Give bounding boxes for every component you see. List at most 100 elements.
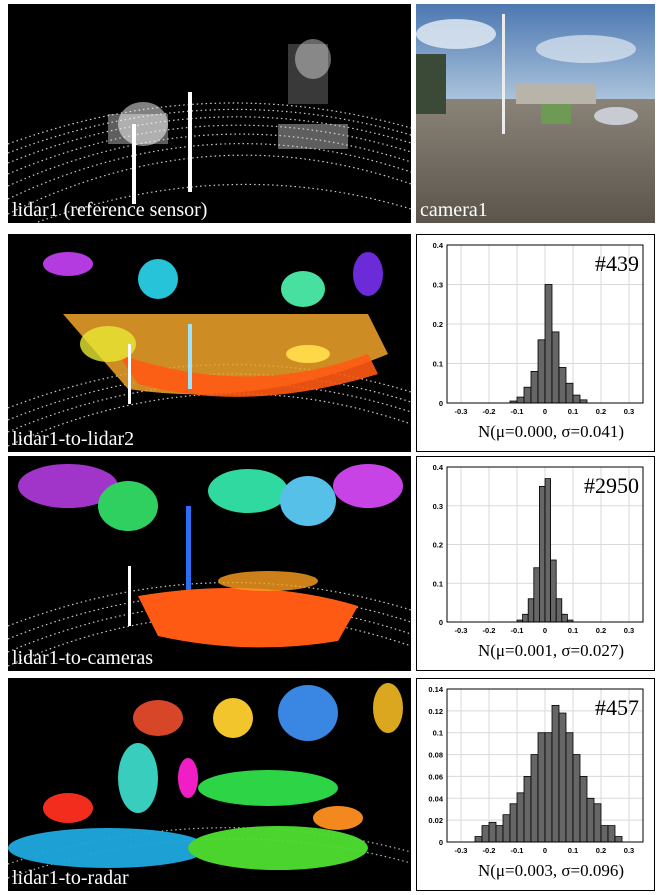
- histogram-bar: [523, 776, 532, 843]
- histogram-bar: [527, 598, 535, 623]
- histogram-bar: [495, 825, 504, 843]
- axes-frame: [446, 244, 644, 404]
- x-tick-label: -0.1: [511, 407, 524, 416]
- histogram-bar: [607, 825, 616, 843]
- panel-caption-lidar1-to-cameras: lidar1-to-cameras: [12, 647, 154, 669]
- histogram-bar: [522, 613, 529, 623]
- histogram-bar: [565, 732, 574, 843]
- y-tick-label: 0.2: [433, 541, 443, 550]
- y-tick-label: 0.4: [433, 241, 444, 250]
- x-tick-label: 0.2: [596, 407, 606, 416]
- histogram-svg: -0.3 -0.2 -0.1 0 0.1 0.2 0.3 0 0.1 0.2 0.3 0.4 #2950…: [433, 463, 644, 660]
- panel-caption-lidar1-to-radar: lidar1-to-radar: [12, 867, 129, 889]
- axes-frame: [446, 688, 644, 843]
- lidar-to-radar-panel: lidar1-to-radar: [8, 678, 411, 891]
- x-tick-label: 0.1: [568, 407, 578, 416]
- count-annotation: #2950: [584, 473, 639, 498]
- x-tick-label: -0.1: [511, 846, 524, 855]
- lidar-pointcloud-image: [8, 39, 411, 223]
- histogram-bar: [586, 797, 595, 843]
- histogram-bar: [579, 776, 588, 843]
- histogram-bar: [544, 478, 551, 623]
- y-tick-label: 0.06: [428, 772, 443, 781]
- histogram-svg: -0.3 -0.2 -0.1 0 0.1 0.2 0.3 0 0.02 0.04 0.06 0.08 0…: [428, 685, 644, 880]
- x-tick-label: -0.3: [455, 626, 468, 635]
- histogram-bar: [561, 613, 568, 623]
- y-tick-label: 0: [439, 399, 443, 408]
- panel-caption-lidar1-to-lidar2: lidar1-to-lidar2: [12, 428, 135, 450]
- x-tick-label: 0: [543, 846, 547, 855]
- histogram-bar: [600, 825, 609, 843]
- x-tick-label: 0.2: [596, 626, 606, 635]
- histogram-bar: [537, 339, 546, 404]
- histogram-bar: [488, 821, 497, 843]
- x-tick-label: 0.3: [624, 626, 634, 635]
- y-tick-label: 0: [439, 618, 443, 627]
- x-tick-label: 0: [543, 407, 547, 416]
- histogram-bar: [572, 754, 581, 843]
- histogram-bar: [516, 396, 525, 404]
- panel-caption-camera1: camera1: [420, 199, 488, 221]
- histogram-bar: [551, 331, 560, 404]
- x-axis-label: N(μ=0.000, σ=0.041): [478, 422, 624, 441]
- y-tick-label: 0.08: [428, 751, 443, 760]
- x-tick-label: -0.3: [455, 846, 468, 855]
- histogram-cameras: -0.3 -0.2 -0.1 0 0.1 0.2 0.3 0 0.1 0.2 0.3 0.4 #2950…: [416, 456, 655, 671]
- histogram-lidar2: -0.3 -0.2 -0.1 0 0.1 0.2 0.3 0 0.1 0.2 0.3 0.4 #439 N…: [416, 234, 655, 452]
- x-tick-label: -0.3: [455, 407, 468, 416]
- histogram-bar: [572, 394, 581, 404]
- lidar-to-lidar2-pointcloud: [8, 252, 411, 447]
- y-tick-label: 0.1: [433, 729, 443, 738]
- lidar-to-cameras-pointcloud: [8, 464, 411, 667]
- histogram-bar: [544, 732, 553, 843]
- y-tick-label: 0.3: [433, 281, 443, 290]
- count-annotation: #457: [595, 695, 639, 720]
- histogram-bar: [481, 825, 490, 843]
- x-tick-label: 0.1: [568, 846, 578, 855]
- y-tick-label: 0.2: [433, 320, 443, 329]
- y-tick-label: 0.04: [428, 794, 443, 803]
- histogram-bar: [523, 386, 532, 404]
- x-tick-label: 0.2: [596, 846, 606, 855]
- x-tick-label: -0.2: [483, 407, 496, 416]
- histogram-svg: -0.3 -0.2 -0.1 0 0.1 0.2 0.3 0 0.1 0.2 0.3 0.4 #439 N…: [433, 241, 644, 441]
- lidar-to-cameras-panel: lidar1-to-cameras: [8, 456, 411, 671]
- x-tick-label: -0.1: [511, 626, 524, 635]
- histogram-bar: [555, 598, 563, 623]
- histogram-bar: [537, 732, 546, 843]
- camera-panel: camera1: [416, 4, 655, 223]
- histogram-bar: [533, 567, 540, 623]
- histogram-bar: [550, 559, 557, 623]
- count-annotation: #439: [595, 251, 639, 276]
- x-tick-label: 0.3: [624, 407, 634, 416]
- x-axis-label: N(μ=0.003, σ=0.096): [478, 861, 624, 880]
- x-tick-label: -0.2: [483, 846, 496, 855]
- histogram-bar: [558, 712, 567, 843]
- y-tick-label: 0.3: [433, 502, 443, 511]
- y-tick-label: 0.4: [433, 463, 444, 472]
- histogram-bar: [530, 370, 539, 404]
- histogram-bar: [502, 814, 511, 843]
- y-tick-label: 0.14: [428, 685, 443, 694]
- histogram-bar: [614, 836, 623, 843]
- x-tick-label: 0: [543, 626, 547, 635]
- x-tick-label: 0.1: [568, 626, 578, 635]
- y-tick-label: 0: [439, 838, 443, 847]
- x-axis-label: N(μ=0.001, σ=0.027): [478, 641, 624, 660]
- lidar-reference-panel: lidar1 (reference sensor): [8, 4, 411, 223]
- histogram-bar: [565, 382, 574, 404]
- y-tick-label: 0.1: [433, 360, 443, 369]
- y-tick-label: 0.1: [433, 579, 443, 588]
- histogram-bar: [539, 485, 546, 623]
- histogram-bar: [593, 803, 602, 843]
- lidar-to-radar-pointcloud: [8, 683, 411, 879]
- histogram-bar: [474, 836, 483, 843]
- histogram-radar: -0.3 -0.2 -0.1 0 0.1 0.2 0.3 0 0.02 0.04 0.06 0.08 0…: [416, 678, 655, 891]
- y-tick-label: 0.02: [428, 816, 443, 825]
- axes-frame: [446, 466, 644, 623]
- histogram-bar: [551, 704, 560, 843]
- histogram-bar: [516, 792, 525, 843]
- histogram-bar: [558, 367, 567, 404]
- histogram-bar: [544, 284, 553, 404]
- lidar-to-lidar2-panel: lidar1-to-lidar2: [8, 234, 411, 452]
